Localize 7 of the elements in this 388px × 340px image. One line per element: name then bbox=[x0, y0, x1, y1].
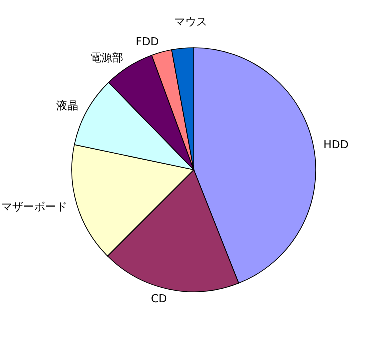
slice-label: 電源部 bbox=[90, 51, 124, 64]
slice-label: CD bbox=[151, 292, 168, 306]
slice-label: マウス bbox=[174, 16, 208, 29]
slice-label: マザーボード bbox=[1, 200, 68, 214]
slice-label: 液晶 bbox=[56, 99, 78, 112]
slice-label: HDD bbox=[324, 138, 349, 152]
slice-label: FDD bbox=[136, 36, 160, 49]
